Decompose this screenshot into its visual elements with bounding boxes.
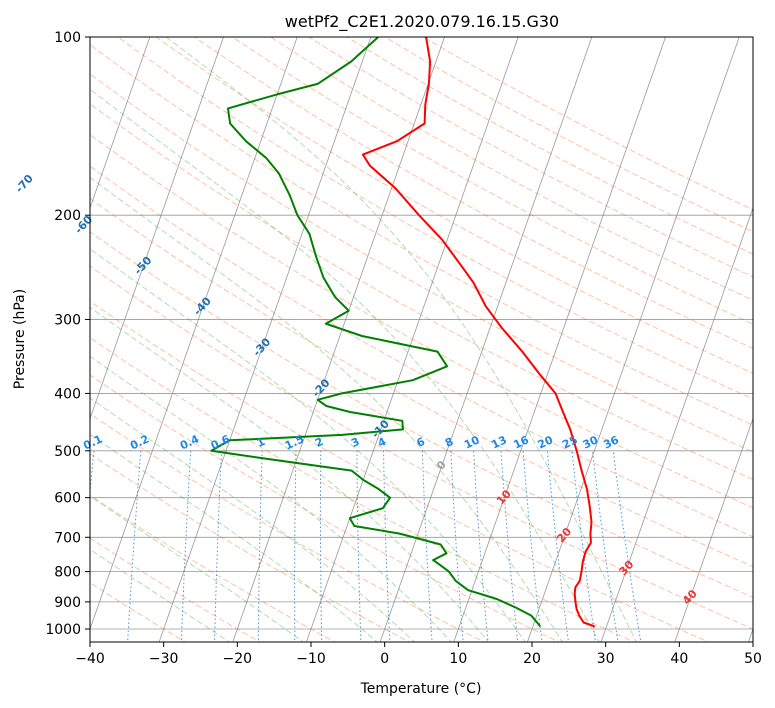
x-tick-label: −40 xyxy=(75,651,105,667)
y-tick-label: 500 xyxy=(54,444,81,460)
y-tick-label: 200 xyxy=(54,208,81,224)
isotherm-line xyxy=(674,417,753,642)
isotherm-line xyxy=(90,37,224,420)
axes: −40 −30 −20 −10 0 10 20 30 40 50 100 200 300 400 500 60… xyxy=(45,30,762,667)
y-tick-label: 700 xyxy=(54,530,81,546)
isotherm-line xyxy=(158,37,372,642)
dry-adiabat xyxy=(194,37,753,350)
mixing-ratio-label: 10 xyxy=(462,433,482,451)
mixing-ratio-label: 25 xyxy=(560,433,579,451)
y-tick-label: 900 xyxy=(54,595,81,611)
mixing-ratio-line xyxy=(257,450,263,642)
dry-adiabat xyxy=(90,453,411,642)
x-tick-label: −30 xyxy=(149,651,179,667)
mixing-ratio-label: 20 xyxy=(536,433,556,451)
temperature-profile-line xyxy=(361,37,596,628)
dewpoint-profile-line xyxy=(210,37,542,628)
mixing-ratio-line xyxy=(612,450,642,642)
x-tick-label: 20 xyxy=(523,651,541,667)
x-tick-label: 40 xyxy=(670,651,688,667)
isotherm-line xyxy=(527,37,740,642)
y-tick-label: 300 xyxy=(54,312,81,328)
x-tick-label: 50 xyxy=(744,651,762,667)
mixing-ratio-line xyxy=(319,450,323,642)
isotherm-line xyxy=(232,37,445,642)
mixing-ratio-line xyxy=(180,450,192,642)
mixing-ratio-line xyxy=(421,450,433,642)
y-tick-label: 100 xyxy=(54,30,81,46)
x-axis-label: Temperature (°C) xyxy=(360,681,482,697)
dry-adiabat xyxy=(90,133,753,509)
dry-adiabat xyxy=(117,37,753,400)
mixing-ratio-label: 13 xyxy=(489,433,508,451)
dry-adiabat xyxy=(90,231,753,598)
mixing-ratio-label: 30 xyxy=(581,433,601,451)
mixing-ratio-line xyxy=(214,450,223,642)
isotherm-line xyxy=(90,37,298,631)
y-axis-label: Pressure (hPa) xyxy=(12,289,28,389)
dry-adiabat xyxy=(155,37,753,374)
x-tick-label: 10 xyxy=(449,651,467,667)
y-tick-label: 800 xyxy=(54,565,81,581)
mixing-ratio-label: 36 xyxy=(601,433,621,451)
isotherm-line xyxy=(379,37,593,642)
dry-adiabat xyxy=(90,103,753,481)
x-tick-label: 30 xyxy=(597,651,615,667)
dry-adiabat xyxy=(90,43,753,426)
dry-adiabat xyxy=(90,165,753,538)
isotherm-line xyxy=(453,37,666,642)
plot-frame xyxy=(89,36,754,643)
isotherm-line xyxy=(306,37,519,642)
grid-lines xyxy=(90,37,753,642)
isotherm-line xyxy=(90,37,151,210)
series-layer xyxy=(210,37,596,628)
x-tick-label: 0 xyxy=(380,651,389,667)
chart-title: wetPf2_C2E1.2020.079.16.15.G30 xyxy=(285,12,559,32)
dry-adiabat xyxy=(270,37,753,301)
x-tick-label: −20 xyxy=(223,651,253,667)
y-tick-label: 400 xyxy=(54,386,81,402)
isotherm-line xyxy=(600,206,753,642)
mixing-ratio-label: 16 xyxy=(512,433,532,451)
moist-adiabat xyxy=(90,248,526,642)
mixing-ratio-line xyxy=(383,450,391,642)
dry-adiabat xyxy=(90,336,635,642)
mixing-ratio-line xyxy=(294,450,297,642)
mixing-ratio-line xyxy=(356,450,362,642)
y-tick-label: 600 xyxy=(54,491,81,507)
x-tick-label: −10 xyxy=(296,651,326,667)
y-tick-label: 1000 xyxy=(45,622,81,638)
